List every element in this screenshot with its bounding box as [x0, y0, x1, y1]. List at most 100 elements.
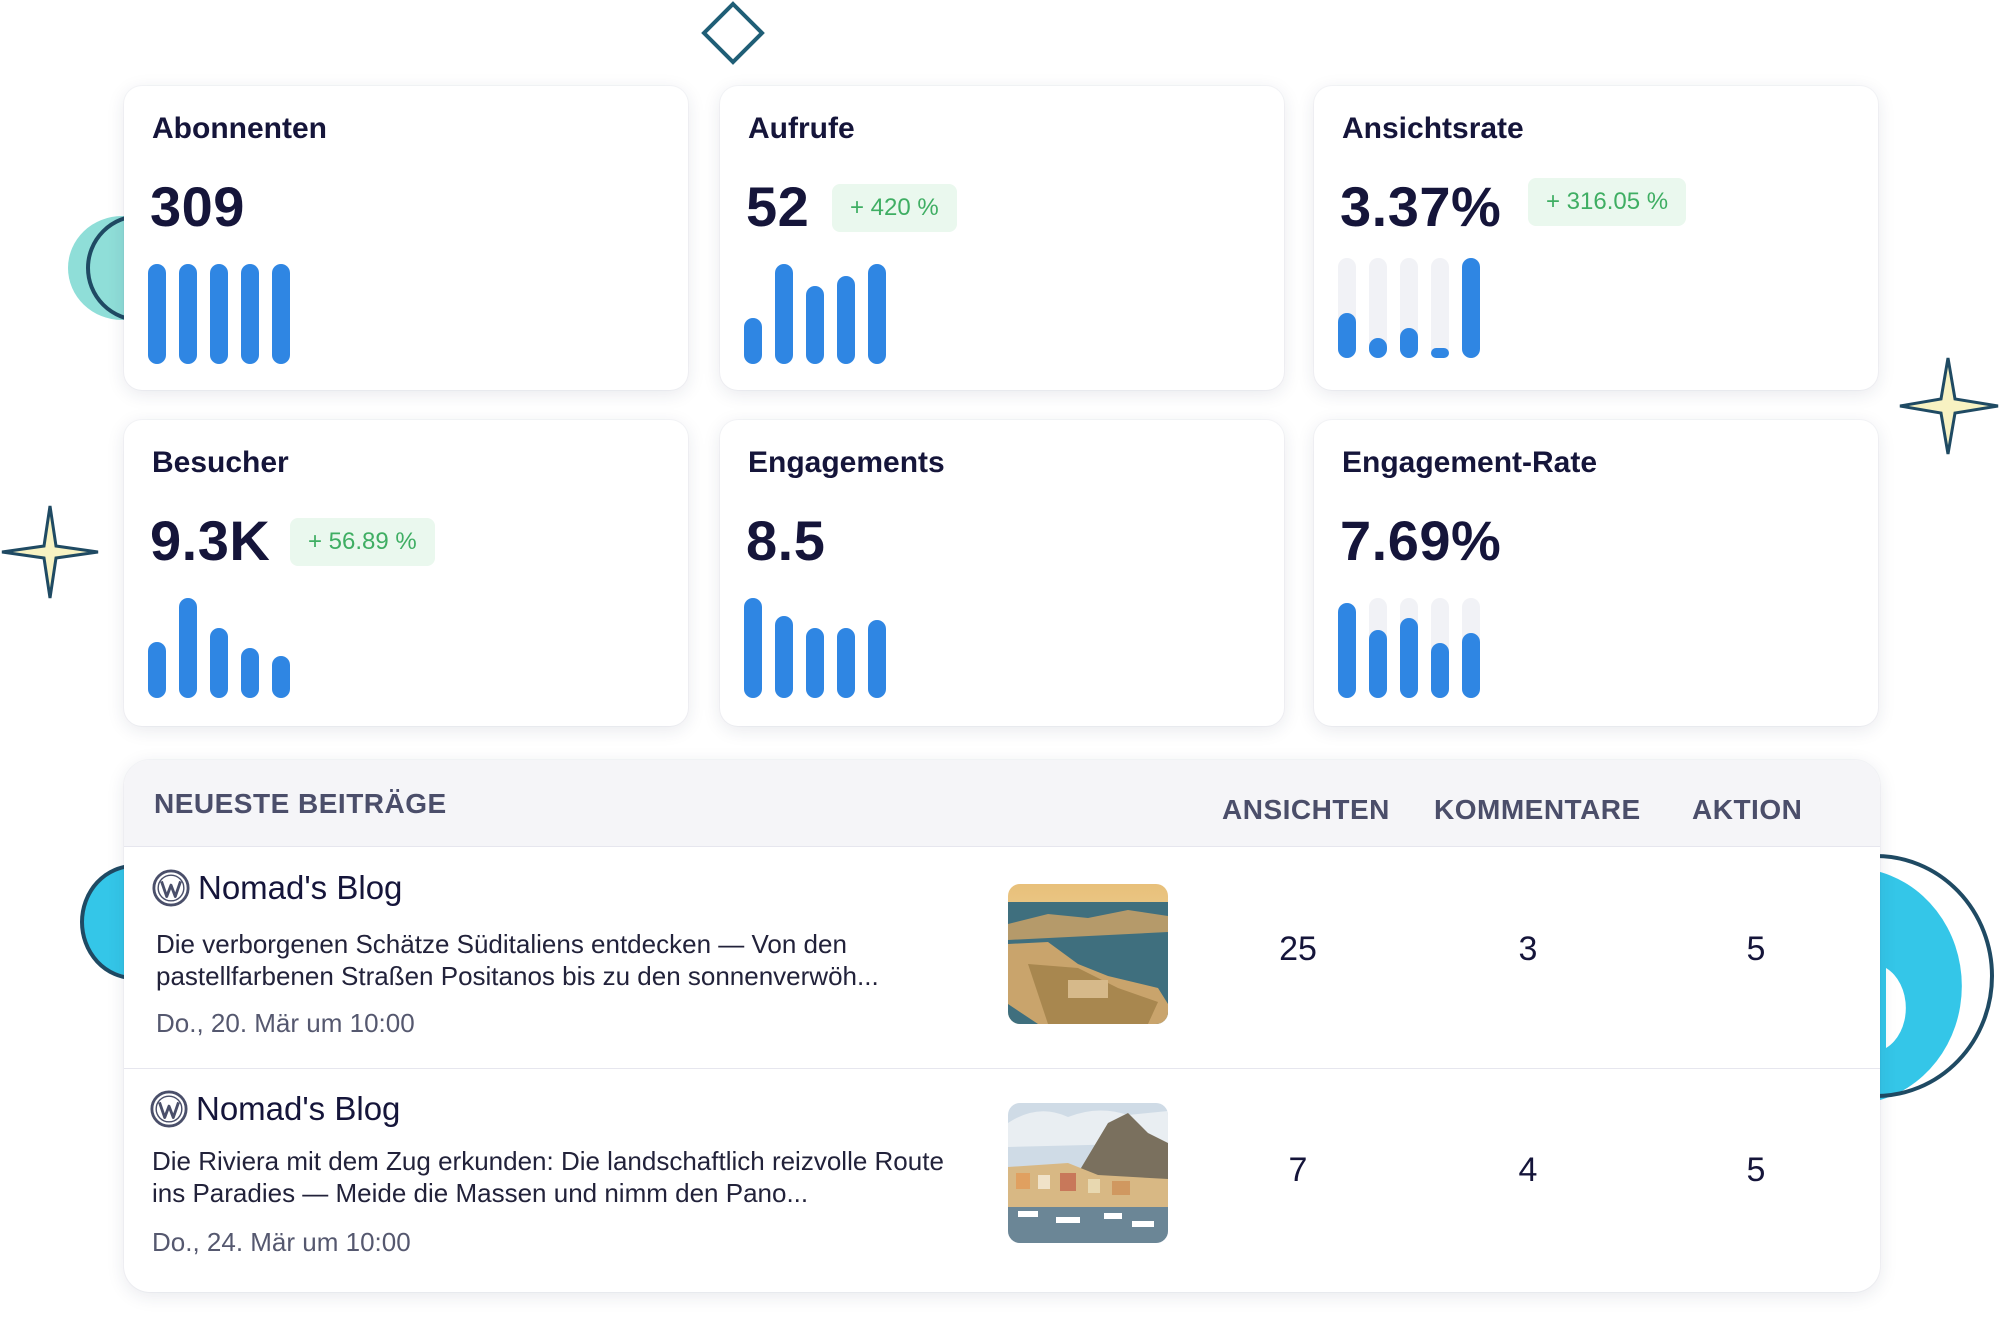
- recent-posts-table: NEUESTE BEITRÄGE ANSICHTEN KOMMENTARE AK…: [124, 760, 1880, 1292]
- stat-card-ansichtsrate: Ansichtsrate 3.37% + 316.05 %: [1314, 86, 1878, 390]
- action-count[interactable]: 5: [1746, 930, 1766, 968]
- bar-slot: [210, 598, 228, 698]
- stat-value: 9.3K: [150, 509, 271, 572]
- table-header: NEUESTE BEITRÄGE ANSICHTEN KOMMENTARE AK…: [124, 760, 1880, 847]
- post-excerpt-link[interactable]: Die Riviera mit dem Zug erkunden: Die la…: [152, 1146, 944, 1208]
- bar: [1338, 603, 1356, 698]
- bar-slot: [272, 264, 290, 364]
- stat-bar-chart: [1338, 598, 1638, 698]
- bar: [806, 286, 824, 364]
- column-header-action: AKTION: [1692, 794, 1803, 825]
- bar-slot: [744, 598, 762, 698]
- stat-bar-chart: [148, 264, 448, 364]
- bar: [272, 656, 290, 698]
- comments-count: 4: [1518, 1151, 1538, 1189]
- bar-slot: [148, 264, 166, 364]
- views-count: 25: [1279, 930, 1317, 968]
- stat-value: 52: [746, 175, 810, 238]
- bar-slot: [1369, 258, 1387, 358]
- bar-slot: [1462, 598, 1480, 698]
- stat-title: Engagement-Rate: [1342, 446, 1598, 479]
- bar: [210, 628, 228, 698]
- bar: [210, 264, 228, 364]
- bar: [868, 264, 886, 364]
- post-thumbnail: [1008, 884, 1168, 1024]
- bar-slot: [868, 598, 886, 698]
- bar-slot: [241, 598, 259, 698]
- stat-bar-chart: [1338, 258, 1638, 358]
- sparkle-right-decoration: [1899, 357, 1999, 455]
- blog-source: Nomad's Blog: [152, 868, 402, 908]
- stat-card-abonnenten: Abonnenten 309: [124, 86, 688, 390]
- bar: [806, 628, 824, 698]
- stat-value: 7.69%: [1340, 509, 1502, 572]
- stat-bar-chart: [744, 598, 1044, 698]
- bar: [1369, 630, 1387, 698]
- post-thumbnail: [1008, 1103, 1168, 1243]
- table-row[interactable]: Nomad's Blog Die verborgenen Schätze Süd…: [124, 846, 1880, 1069]
- views-count: 7: [1288, 1151, 1308, 1189]
- bar: [1338, 313, 1356, 358]
- bar-slot: [837, 598, 855, 698]
- growth-badge: + 420 %: [832, 184, 957, 232]
- bar-slot: [775, 264, 793, 364]
- bar: [744, 598, 762, 698]
- bar-slot: [775, 598, 793, 698]
- stat-bar-chart: [744, 264, 1044, 364]
- sparkle-left-decoration: [1, 505, 99, 599]
- bar: [148, 264, 166, 364]
- action-count[interactable]: 5: [1746, 1151, 1766, 1189]
- bar: [179, 598, 197, 698]
- bar-slot: [148, 598, 166, 698]
- bar: [1431, 643, 1449, 698]
- stat-title: Ansichtsrate: [1342, 112, 1524, 145]
- stat-bar-chart: [148, 598, 448, 698]
- column-header-views: ANSICHTEN: [1222, 794, 1390, 825]
- stat-card-engagement-rate: Engagement-Rate 7.69%: [1314, 420, 1878, 726]
- stat-title: Engagements: [748, 446, 945, 479]
- bar-slot: [1338, 258, 1356, 358]
- bar-slot: [1400, 598, 1418, 698]
- stat-card-aufrufe: Aufrufe 52 + 420 %: [720, 86, 1284, 390]
- bar-slot: [806, 264, 824, 364]
- stat-value: 8.5: [746, 509, 826, 572]
- bar-slot: [1338, 598, 1356, 698]
- bar-slot: [806, 598, 824, 698]
- bar-slot: [210, 264, 228, 364]
- bar-slot: [1400, 258, 1418, 358]
- blog-name: Nomad's Blog: [196, 1090, 401, 1127]
- stat-card-engagements: Engagements 8.5: [720, 420, 1284, 726]
- bar: [179, 264, 197, 364]
- bar: [775, 616, 793, 698]
- bar-slot: [241, 264, 259, 364]
- column-header-comments: KOMMENTARE: [1434, 794, 1641, 825]
- stat-title: Abonnenten: [152, 112, 327, 145]
- blog-source: Nomad's Blog: [150, 1089, 400, 1129]
- post-date: Do., 24. Mär um 10:00: [152, 1227, 411, 1257]
- bar: [1462, 633, 1480, 698]
- blog-name: Nomad's Blog: [198, 869, 403, 906]
- bar: [148, 642, 166, 698]
- bar: [1400, 618, 1418, 698]
- diamond-decoration: [701, 1, 765, 65]
- bar: [1431, 348, 1449, 358]
- bar: [744, 318, 762, 364]
- bar: [1400, 328, 1418, 358]
- bar: [868, 620, 886, 698]
- bar-slot: [744, 264, 762, 364]
- post-excerpt-link[interactable]: Die verborgenen Schätze Süditaliens entd…: [156, 929, 879, 991]
- bar: [1462, 258, 1480, 358]
- cyan-circle-left-decoration: [80, 864, 136, 980]
- growth-badge: + 316.05 %: [1528, 178, 1687, 226]
- stat-title: Aufrufe: [748, 112, 855, 145]
- stat-value: 309: [150, 175, 245, 238]
- column-header-posts: NEUESTE BEITRÄGE: [154, 788, 447, 819]
- bar-slot: [272, 598, 290, 698]
- bar: [1369, 338, 1387, 358]
- table-row[interactable]: Nomad's Blog Die Riviera mit dem Zug erk…: [124, 1069, 1880, 1291]
- growth-badge: + 56.89 %: [290, 518, 435, 566]
- bar: [272, 264, 290, 364]
- comments-count: 3: [1518, 930, 1538, 968]
- wordpress-icon: [150, 1090, 188, 1128]
- bar: [241, 264, 259, 364]
